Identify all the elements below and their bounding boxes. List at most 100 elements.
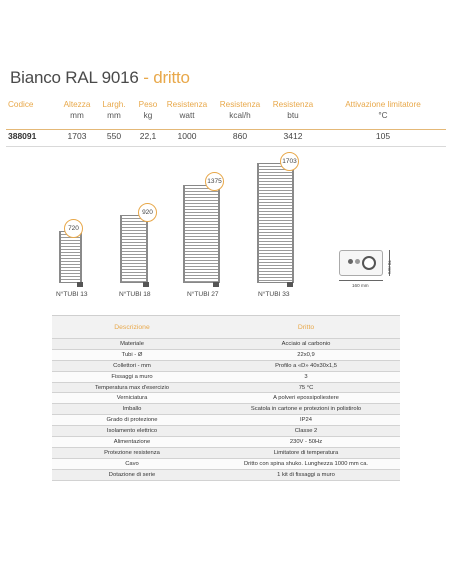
table-row: Collettori - mm Profilo a «D» 40x30x1,5 [52,359,400,372]
table-row: Imballo Scatola in cartone e protezioni i… [52,403,400,415]
height-dimension-line [389,250,390,276]
table-row: Cavo Dritto con spina shuko. Lunghezza 10… [52,457,400,470]
table-row: Tubi - Ø 22x0,9 [52,348,400,361]
title-variant: dritto [153,68,190,87]
table-row: Verniciatura A polveri epossipoliestere [52,392,400,404]
spec-header: Codice Altezza mm Largh. mm Peso kg Resiste… [0,99,452,129]
height-dimension-label: 70 mm [387,260,392,275]
table-row: Fissaggi a muro 3 [52,370,400,383]
row-label: Tubi - Ø [52,348,212,361]
spec-cell: 860 [232,131,248,141]
spec-col-unit: kg [143,111,153,120]
row-value: Scatola in cartone e protezioni in polis… [212,403,400,415]
table-row: Isolamento elettrico Classe 2 [52,425,400,437]
tube-count-label: N°TUBI 33 [258,291,290,298]
row-label: Verniciatura [52,392,212,404]
row-value: Limitatore di temperatura [212,446,400,459]
spec-col-unit: btu [287,111,299,120]
row-label: Cavo [52,457,212,470]
title-separator: - [138,68,154,87]
spec-cell: 1703 [67,131,87,141]
row-label: Temperatura max d'esercizio [52,381,212,393]
spec-col-watt: Resistenza watt [163,99,211,121]
spec-col-unit: °C [378,111,388,120]
tube-count-label: N°TUBI 18 [119,291,151,298]
height-badge: 1375 [205,172,224,191]
row-label: Collettori - mm [52,359,212,372]
thermostat-illustration [339,250,383,276]
row-label: Grado di protezione [52,414,212,426]
row-label: Materiale [52,338,212,350]
row-value: Profilo a «D» 40x30x1,5 [212,359,400,372]
row-value: Acciaio al carbonio [212,338,400,350]
details-header-description: Descrizione [52,315,212,339]
page-title: Bianco RAL 9016 - dritto [10,68,190,88]
spec-divider [6,146,446,147]
radiator-heating-element [77,282,83,287]
row-label: Isolamento elettrico [52,425,212,437]
spec-col-label: Resistenza [219,100,261,109]
width-dimension-line [339,280,383,281]
spec-col-label: Altezza [63,100,91,109]
thermostat-button-icon [355,259,360,264]
table-row: Protezione resistenza Limitatore di tempe… [52,446,400,459]
spec-cell: 550 [106,131,122,141]
row-value: 230V - 50Hz [212,436,400,448]
spec-col-label: Peso [138,100,158,109]
radiator-heating-element [213,282,219,287]
details-table: Descrizione Dritto Materiale Acciaio al c… [52,315,400,481]
row-label: Protezione resistenza [52,446,212,459]
details-header-row: Descrizione Dritto [52,315,400,339]
spec-col-unit: mm [107,111,121,120]
row-label: Alimentazione [52,436,212,448]
radiator-heating-element [287,282,293,287]
row-label: Fissaggi a muro [52,370,212,383]
spec-divider [6,129,446,130]
spec-col-width: Largh. mm [96,99,132,121]
row-value: 3 [212,370,400,383]
spec-col-label: Resistenza [166,100,208,109]
spec-col-weight: Peso kg [133,99,163,121]
width-dimension-label: 160 mm [352,283,369,288]
row-value: IP24 [212,414,400,426]
row-value: Classe 2 [212,425,400,437]
spec-col-label: Attivazione limitatore [345,100,421,109]
details-header-value: Dritto [212,315,400,339]
table-row: Dotazione di serie 1 kit di fissaggi a mu… [52,468,400,481]
table-row: Alimentazione 230V - 50Hz [52,436,400,448]
tube-count-label: N°TUBI 27 [187,291,219,298]
thermostat-button-icon [348,259,353,264]
thermostat-knob-icon [362,256,376,270]
row-value: 75 °C [212,381,400,393]
height-badge: 720 [64,219,83,238]
spec-col-label: Codice [8,100,34,109]
spec-col-unit: watt [179,111,195,120]
radiator-illustration [120,215,148,283]
spec-cell: 1000 [177,131,197,141]
tube-count-label: N°TUBI 13 [56,291,88,298]
row-value: 1 kit di fissaggi a muro [212,468,400,481]
row-label: Imballo [52,403,212,415]
spec-cell: 105 [375,131,391,141]
title-main: Bianco RAL 9016 [10,68,139,87]
spec-col-height: Altezza mm [58,99,96,121]
table-row: Temperatura max d'esercizio 75 °C [52,381,400,393]
radiator-heating-element [143,282,149,287]
radiator-illustration [59,231,82,283]
spec-col-label: Resistenza [272,100,314,109]
height-badge: 920 [138,203,157,222]
spec-col-limiter: Attivazione limitatore °C [322,99,444,121]
spec-cell: 3412 [283,131,303,141]
row-label: Dotazione di serie [52,468,212,481]
row-value: Dritto con spina shuko. Lunghezza 1000 m… [212,457,400,470]
row-value: A polveri epossipoliestere [212,392,400,404]
spec-col-kcal: Resistenza kcal/h [216,99,264,121]
height-badge: 1703 [280,152,299,171]
spec-col-btu: Resistenza btu [269,99,317,121]
spec-col-unit: kcal/h [229,111,251,120]
spec-cell-code: 388091 [8,131,37,141]
spec-cell: 22,1 [139,131,157,141]
row-value: 22x0,9 [212,348,400,361]
spec-col-code: Codice [8,99,52,110]
table-row: Materiale Acciaio al carbonio [52,338,400,350]
